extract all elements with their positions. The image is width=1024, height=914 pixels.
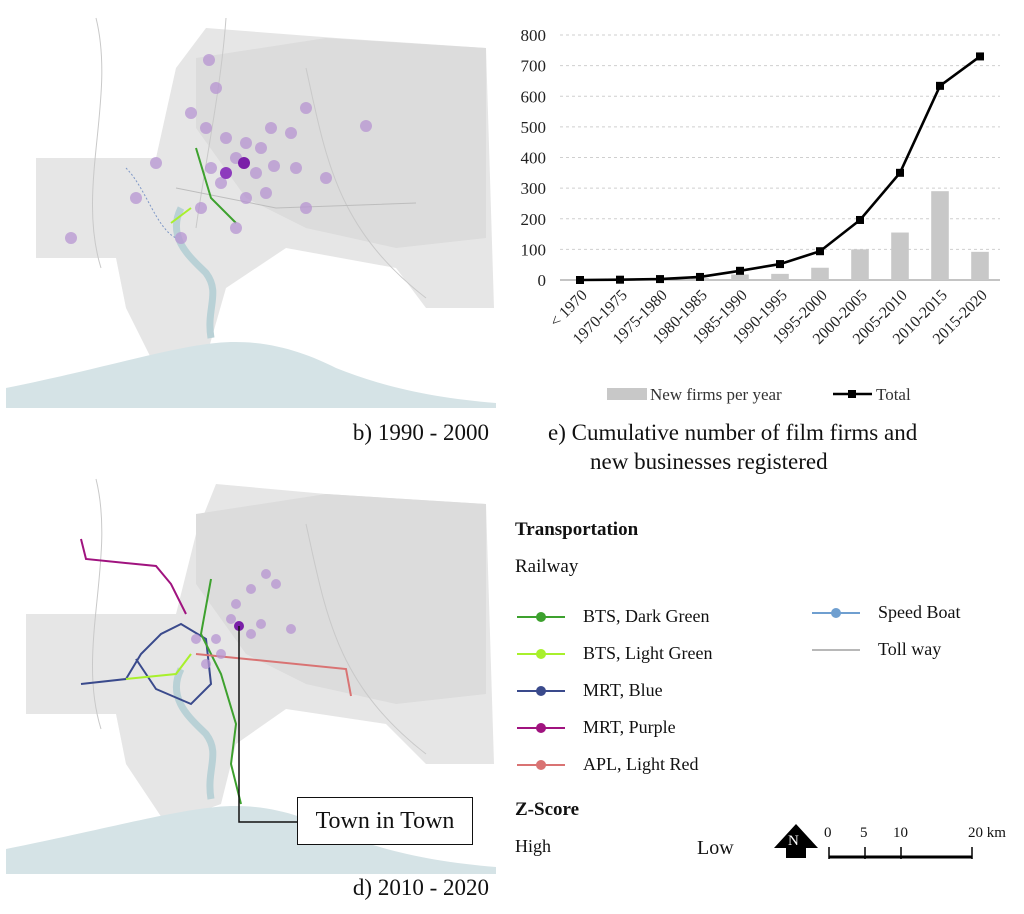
total-point [856, 215, 864, 224]
map-1990-2000 [6, 17, 496, 408]
y-tick-label: 800 [521, 26, 547, 45]
north-label: N [788, 833, 799, 849]
tollway-legend-item-swatch-icon [812, 648, 860, 651]
total-point [816, 247, 824, 256]
total-point [576, 276, 584, 284]
bar [851, 249, 869, 280]
zscore-low-label: Low [697, 837, 734, 859]
railway-legend-item-2: MRT, Blue [515, 680, 663, 701]
railway-legend-item-swatch-icon [517, 722, 565, 733]
railway-legend-item-1: BTS, Light Green [515, 643, 712, 664]
total-line [579, 55, 981, 282]
railway-legend-item-label: APL, Light Red [583, 754, 699, 774]
speed-boat-legend-item-label: Speed Boat [878, 602, 961, 622]
y-tick-label: 500 [521, 118, 547, 137]
legend-title: Transportation [515, 519, 639, 540]
caption-chart-e-line1: e) Cumulative number of film firms and [548, 420, 918, 445]
railway-legend-item-3: MRT, Purple [515, 717, 676, 738]
railway-legend-item-label: BTS, Light Green [583, 643, 713, 663]
speed-boat-legend-item-swatch-icon [812, 607, 860, 618]
total-point [896, 168, 904, 177]
speed-boat-legend-item-0: Speed Boat [810, 602, 961, 623]
railway-legend-item-label: BTS, Dark Green [583, 606, 710, 626]
zscore-title: Z-Score [515, 799, 580, 820]
y-tick-label: 300 [521, 179, 547, 198]
scale-bar [828, 847, 973, 859]
railway-legend-item-4: APL, Light Red [515, 754, 699, 775]
bar [811, 267, 829, 280]
y-tick-label: 100 [521, 240, 547, 259]
total-point [976, 52, 984, 61]
bar [971, 251, 989, 280]
legend-label-new-firms: New firms per year [650, 385, 782, 404]
legend-label-total: Total [876, 385, 911, 404]
legend-subtitle: Railway [515, 556, 579, 577]
north-arrow-icon [774, 824, 818, 858]
caption-map-b: b) 1990 - 2000 [352, 420, 489, 445]
caption-chart-e-line2: new businesses registered [590, 449, 828, 474]
railway-legend-item-swatch-icon [517, 685, 565, 696]
tollway-legend-item-label: Toll way [878, 639, 942, 659]
total-point [616, 275, 624, 284]
legend-marker-total [848, 390, 856, 398]
map-2010-2020 [6, 478, 496, 874]
y-tick-label: 200 [521, 210, 547, 229]
caption-map-d: d) 2010 - 2020 [352, 875, 489, 900]
scale-tick-20km: 20 km [968, 825, 1006, 841]
y-tick-label: 700 [521, 57, 547, 76]
town-in-town-label: Town in Town [315, 807, 455, 834]
total-point [936, 81, 944, 90]
railway-legend-item-swatch-icon [517, 648, 565, 659]
railway-legend-item-swatch-icon [517, 611, 565, 622]
scale-tick-0: 0 [824, 825, 832, 841]
scale-tick-10: 10 [893, 825, 908, 841]
tollway-legend-item-0: Toll way [810, 639, 941, 660]
zscore-high-label: High [515, 836, 551, 856]
y-tick-label: 0 [538, 271, 547, 290]
railway-legend-item-label: MRT, Purple [583, 717, 676, 737]
bar [771, 273, 789, 280]
railway-legend-item-label: MRT, Blue [583, 680, 663, 700]
total-point [736, 266, 744, 275]
bar [731, 274, 749, 280]
bar [931, 191, 949, 280]
railway-legend-item-swatch-icon [517, 759, 565, 770]
total-point [776, 260, 784, 269]
legend-swatch-new-firms [607, 388, 647, 400]
total-point [696, 272, 704, 281]
total-point [656, 275, 664, 284]
railway-legend-item-0: BTS, Dark Green [515, 606, 709, 627]
y-tick-label: 400 [521, 149, 547, 168]
bar [891, 232, 909, 280]
y-tick-label: 600 [521, 87, 547, 106]
scale-tick-5: 5 [860, 825, 868, 841]
town-in-town-callout: Town in Town [297, 797, 473, 845]
